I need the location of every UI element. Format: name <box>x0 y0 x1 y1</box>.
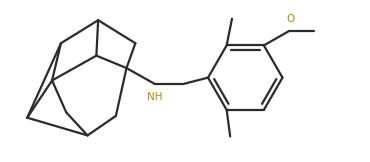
Text: O: O <box>286 14 295 24</box>
Text: NH: NH <box>147 93 163 103</box>
